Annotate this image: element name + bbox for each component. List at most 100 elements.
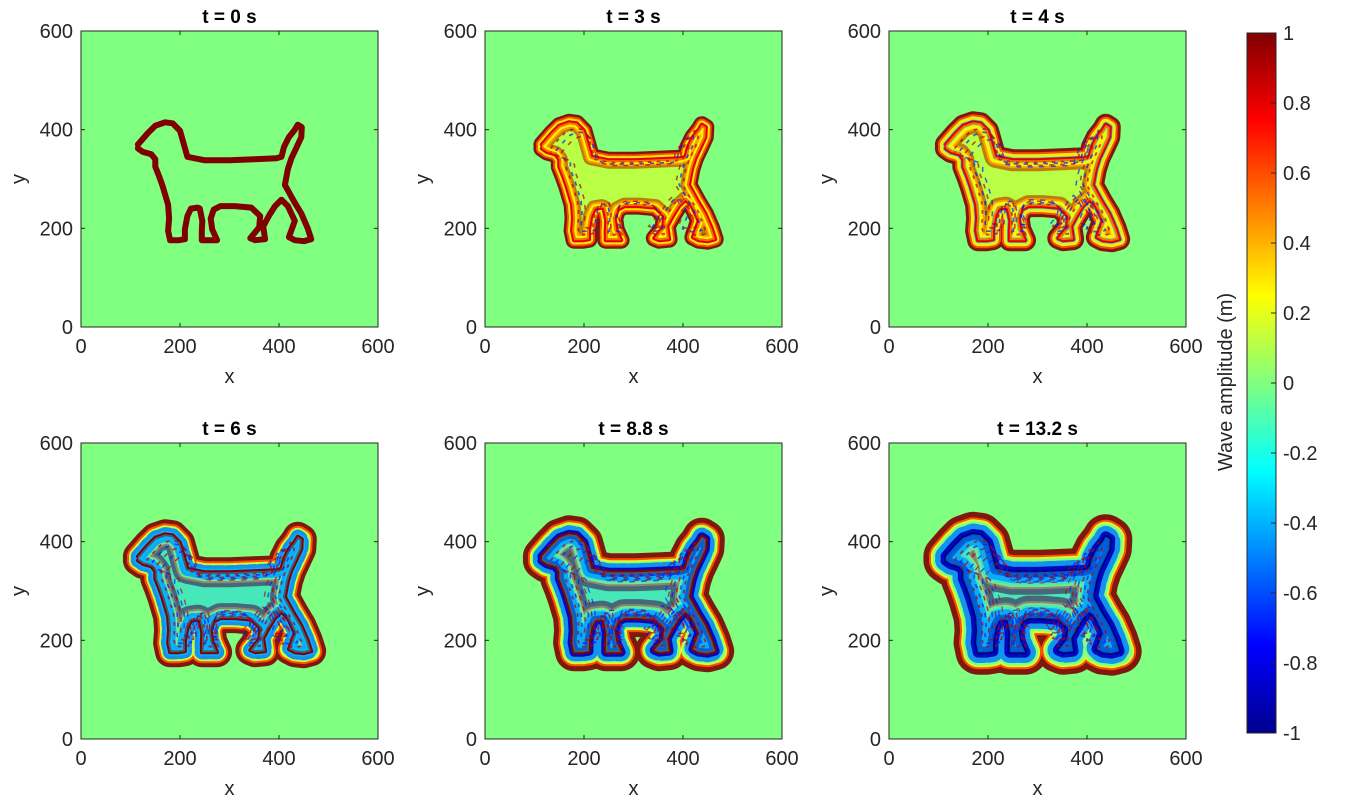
colorbar-tick-label: -0.4 [1283, 513, 1317, 535]
x-tick-label: 600 [361, 336, 394, 358]
interior-field [541, 122, 716, 242]
colorbar-tick-label: -0.6 [1283, 583, 1317, 605]
y-tick-label: 400 [444, 532, 477, 554]
ripple-ring [985, 562, 1081, 628]
axes-box [888, 30, 1187, 328]
x-tick-label: 200 [567, 336, 600, 358]
x-axis-label: x [1033, 778, 1043, 800]
axes-box [80, 442, 379, 740]
panel-1: t = 0 s 0 200 400 600 0 200 400 600 x y [8, 7, 395, 388]
y-tick-label: 0 [870, 729, 881, 751]
panel-title: t = 4 s [1010, 7, 1064, 28]
colorbar-tick-label: 1 [1283, 23, 1294, 45]
wave-contour [539, 120, 718, 244]
axes-box [888, 442, 1187, 740]
x-tick-label: 200 [163, 748, 196, 770]
panel-6: t = 13.2 s 0 200 400 600 0 200 400 600 x y [816, 419, 1203, 800]
x-tick-label: 0 [75, 336, 86, 358]
y-tick-label: 400 [848, 532, 881, 554]
interior-field [945, 122, 1120, 242]
plot-background [485, 31, 782, 327]
x-tick-label: 400 [666, 748, 699, 770]
x-tick-label: 600 [765, 336, 798, 358]
panel-title: t = 8.8 s [598, 419, 668, 440]
interior-field [541, 534, 716, 654]
x-tick-label: 0 [883, 748, 894, 770]
colorbar-tick-label: 0 [1283, 373, 1294, 395]
ripple-ring [560, 135, 698, 230]
wave-contour [134, 119, 315, 245]
plot-background [81, 31, 378, 327]
y-tick-label: 200 [848, 218, 881, 240]
panel-title: t = 6 s [202, 419, 256, 440]
x-axis-label: x [629, 366, 639, 388]
x-tick-label: 600 [765, 748, 798, 770]
x-tick-label: 400 [1070, 336, 1103, 358]
y-tick-label: 0 [466, 317, 477, 339]
ripple-ring [974, 554, 1091, 635]
y-tick-label: 200 [444, 630, 477, 652]
y-tick-label: 0 [62, 317, 73, 339]
x-tick-label: 400 [262, 748, 295, 770]
panel-2: t = 3 s 0 200 400 600 0 200 400 600 x y [412, 7, 799, 388]
y-tick-label: 400 [40, 120, 73, 142]
panel-4: t = 6 s 0 200 400 600 0 200 400 600 x y [8, 419, 395, 800]
x-axis-label: x [629, 778, 639, 800]
wave-contour [539, 532, 718, 656]
panels-group: t = 0 s 0 200 400 600 0 200 400 600 x y t = 3 s 0 200… [8, 7, 1203, 800]
ripple-ring [964, 135, 1102, 230]
panel-3: t = 4 s 0 200 400 600 0 200 400 600 x y [816, 7, 1203, 388]
x-tick-label: 200 [971, 336, 1004, 358]
x-tick-label: 400 [1070, 748, 1103, 770]
panel-5: t = 8.8 s 0 200 400 600 0 200 400 600 x y [412, 419, 799, 800]
colorbar-tick-label: -1 [1283, 723, 1301, 745]
x-axis-label: x [225, 778, 235, 800]
y-axis-label: y [8, 174, 30, 184]
y-tick-label: 400 [848, 120, 881, 142]
colorbar: 1 0.8 0.6 0.4 0.2 0 -0.2 -0.4 -0.6 -0.8 -1 Wave am… [1215, 23, 1317, 745]
panel-title: t = 3 s [606, 7, 660, 28]
y-tick-label: 200 [40, 630, 73, 652]
y-tick-label: 600 [848, 433, 881, 455]
y-tick-label: 400 [40, 532, 73, 554]
x-tick-label: 600 [1169, 748, 1202, 770]
panel-title: t = 0 s [202, 7, 256, 28]
y-axis-label: y [412, 586, 434, 596]
y-tick-label: 600 [848, 21, 881, 43]
ripple-ring [980, 558, 1086, 631]
ripple-ring [156, 547, 294, 642]
wave-field [533, 113, 724, 250]
y-tick-label: 600 [444, 433, 477, 455]
y-tick-label: 200 [848, 630, 881, 652]
x-tick-label: 400 [666, 336, 699, 358]
wave-contour [135, 532, 314, 656]
ripple-ring [560, 547, 698, 642]
colorbar-label: Wave amplitude (m) [1215, 293, 1237, 471]
y-tick-label: 0 [870, 317, 881, 339]
plot-background [889, 31, 1186, 327]
y-tick-label: 600 [40, 433, 73, 455]
ripple-ring [969, 138, 1096, 226]
y-tick-label: 200 [444, 218, 477, 240]
y-tick-label: 0 [62, 729, 73, 751]
plot-background [81, 443, 378, 739]
ripple-ring [964, 547, 1102, 642]
wave-field [923, 511, 1142, 676]
colorbar-tick-label: 0.8 [1283, 93, 1311, 115]
colorbar-tick-label: -0.2 [1283, 443, 1317, 465]
y-axis-label: y [816, 174, 838, 184]
colorbar-tick-label: -0.8 [1283, 653, 1317, 675]
x-axis-label: x [1033, 366, 1043, 388]
x-axis-label: x [225, 366, 235, 388]
wave-field [934, 111, 1131, 253]
axes-box [484, 442, 783, 740]
ripple-ring [166, 554, 283, 635]
wave-contour [943, 120, 1122, 244]
ripple-ring [565, 550, 692, 638]
x-tick-label: 0 [479, 748, 490, 770]
y-axis-label: y [412, 174, 434, 184]
ripple-ring [969, 550, 1096, 638]
colorbar-ticks: 1 0.8 0.6 0.4 0.2 0 -0.2 -0.4 -0.6 -0.8 -1 [1271, 23, 1317, 745]
interior-field [137, 534, 312, 654]
x-tick-label: 0 [75, 748, 86, 770]
